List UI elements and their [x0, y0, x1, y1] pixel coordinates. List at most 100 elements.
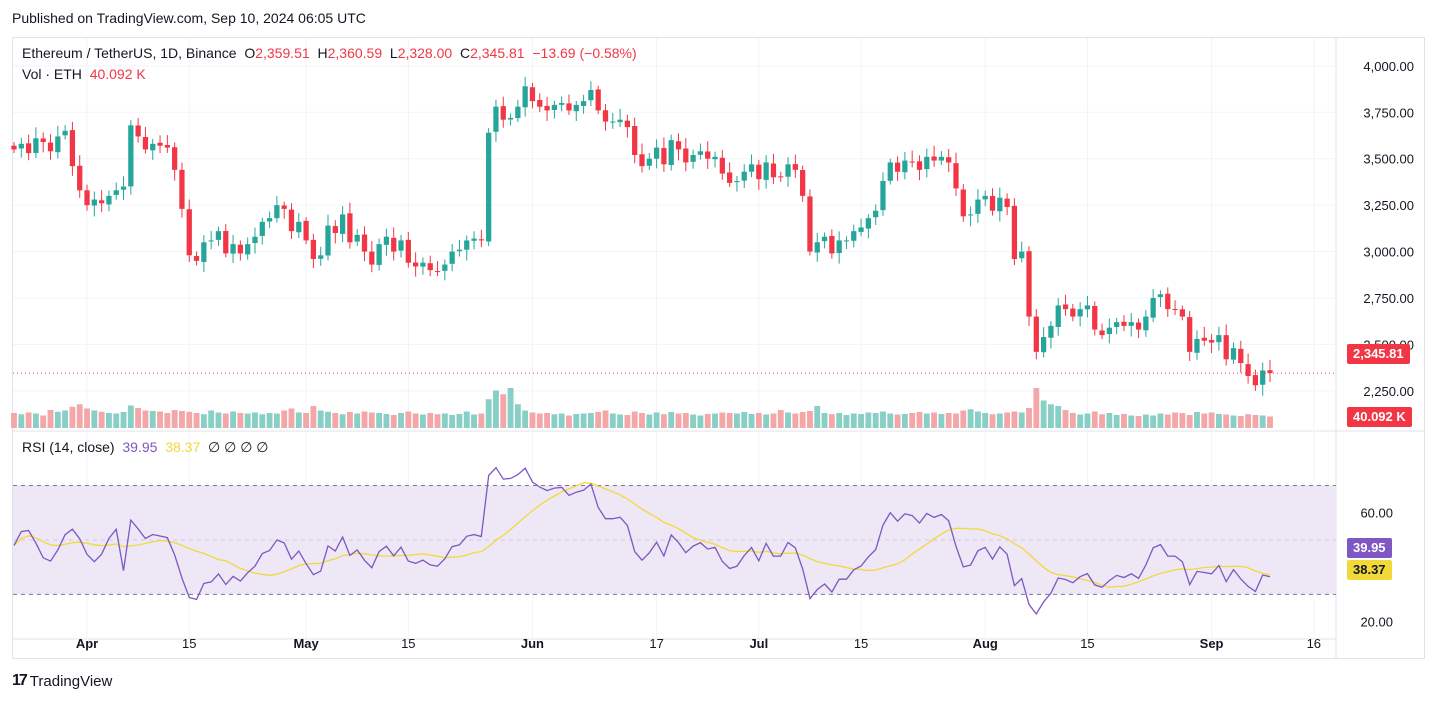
- volume-value: 40.092 K: [89, 66, 146, 82]
- volume-bar: [281, 410, 288, 428]
- volume-bar: [346, 412, 353, 428]
- candle-body: [1048, 325, 1054, 338]
- candle-body: [47, 142, 54, 152]
- volume-bar: [398, 413, 404, 428]
- volume-bar: [339, 414, 346, 428]
- volume-bar: [1084, 413, 1091, 428]
- candle-body: [778, 176, 784, 178]
- volume-bar: [1135, 416, 1142, 428]
- candle-body: [960, 189, 966, 217]
- volume-bar: [120, 412, 127, 428]
- candle-body: [522, 86, 528, 108]
- volume-bar: [303, 413, 310, 428]
- candle-body: [1121, 321, 1127, 326]
- volume-bar: [500, 394, 507, 428]
- candle-body: [442, 264, 448, 271]
- time-tick-label: Apr: [76, 636, 98, 651]
- volume-bar: [901, 414, 908, 428]
- volume-bar: [127, 405, 134, 428]
- volume-bar: [471, 414, 477, 428]
- volume-bar: [792, 413, 799, 428]
- volume-bar: [164, 413, 171, 428]
- candle-body: [252, 236, 258, 244]
- candle-body: [902, 160, 908, 173]
- volume-bar: [1142, 414, 1149, 428]
- candle-body: [683, 148, 689, 163]
- candle-body: [208, 240, 214, 242]
- volume-bar: [361, 411, 368, 428]
- open-label: O: [244, 45, 256, 61]
- volume-bar: [11, 413, 17, 428]
- volume-bar: [785, 412, 791, 428]
- candle-body: [580, 101, 587, 106]
- candle-body: [814, 242, 820, 253]
- price-tick-label: 3,250.00: [1363, 198, 1414, 213]
- volume-bar: [996, 413, 1003, 428]
- candle-body: [653, 147, 660, 159]
- candle-body: [1033, 316, 1039, 352]
- candle-body: [420, 262, 426, 267]
- time-tick-label: 15: [401, 636, 415, 651]
- time-tick-label: Aug: [973, 636, 998, 651]
- candle-body: [69, 130, 76, 167]
- volume-label: Vol · ETH: [22, 66, 82, 82]
- candle-body: [821, 236, 828, 242]
- rsi-tick-label: 20.00: [1360, 615, 1393, 630]
- candle-body: [865, 218, 872, 229]
- volume-bar: [631, 411, 638, 428]
- candle-body: [595, 89, 601, 111]
- volume-bar: [580, 413, 587, 428]
- volume-bar: [317, 410, 324, 428]
- volume-bar: [690, 414, 697, 428]
- rsi-tick-label: 60.00: [1360, 506, 1393, 521]
- volume-bar: [1208, 412, 1215, 428]
- volume-bar: [1077, 414, 1084, 428]
- volume-bar: [617, 414, 624, 428]
- tradingview-logo[interactable]: 17 TradingView: [12, 672, 112, 690]
- volume-bar: [938, 414, 945, 428]
- volume-bar: [814, 406, 821, 428]
- candle-body: [128, 125, 134, 187]
- candle-body: [391, 237, 397, 252]
- volume-bar: [273, 413, 280, 428]
- volume-bar: [609, 413, 616, 428]
- volume-bar: [237, 413, 244, 428]
- volume-bar: [953, 413, 959, 428]
- volume-bar: [544, 413, 550, 428]
- candle-body: [98, 200, 105, 204]
- volume-bar: [843, 415, 850, 428]
- volume-bar: [777, 410, 784, 428]
- candle-body: [142, 136, 149, 150]
- candle-body: [931, 156, 937, 161]
- candle-body: [493, 106, 499, 132]
- candle-body: [25, 143, 32, 154]
- candle-body: [318, 255, 324, 259]
- volume-bar: [1157, 413, 1164, 428]
- candle-body: [113, 190, 119, 195]
- candle-body: [1084, 305, 1091, 310]
- candle-body: [938, 156, 945, 161]
- volume-bar: [1128, 415, 1135, 428]
- price-tick-label: 3,000.00: [1363, 245, 1414, 260]
- candle-body: [1092, 305, 1098, 330]
- volume-bar: [507, 388, 514, 428]
- volume-bar: [1223, 414, 1230, 428]
- volume-bar: [1040, 400, 1047, 428]
- candle-body: [967, 214, 974, 216]
- candle-body: [274, 205, 280, 219]
- candle-body: [924, 156, 930, 170]
- candle-body: [551, 104, 558, 111]
- volume-bar: [84, 408, 90, 428]
- candle-body: [398, 240, 404, 251]
- volume-bar: [295, 412, 302, 428]
- volume-bar: [719, 412, 726, 428]
- candle-body: [756, 164, 762, 180]
- volume-bar: [463, 411, 470, 428]
- chart-frame: [12, 37, 1425, 659]
- volume-bar: [872, 413, 879, 428]
- candle-body: [106, 195, 112, 205]
- candle-body: [486, 132, 492, 242]
- volume-bar: [916, 412, 923, 428]
- candle-body: [464, 240, 470, 250]
